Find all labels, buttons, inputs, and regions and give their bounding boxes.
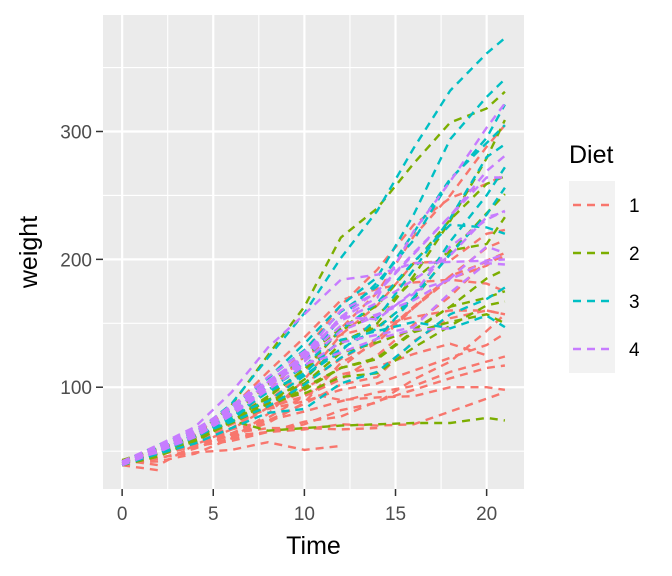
chick-lines — [121, 37, 506, 472]
x-tick-label: 5 — [208, 504, 219, 525]
x-tick-label: 10 — [294, 504, 315, 525]
y-axis-title: weight — [15, 216, 43, 289]
legend-label-diet-2: 2 — [629, 244, 640, 265]
diet-1-chick-line — [121, 440, 341, 464]
diet-1-chick-line — [121, 391, 506, 464]
x-tick-label: 20 — [476, 504, 497, 525]
legend-label-diet-4: 4 — [629, 340, 640, 361]
diet-1-chick-line — [121, 251, 506, 463]
diet-4-chick-line — [121, 258, 505, 463]
legend-title: Diet — [569, 141, 614, 169]
x-tick-label: 0 — [117, 504, 128, 525]
diet-1-chick-line — [121, 255, 506, 467]
diet-2-chick-line — [121, 216, 506, 467]
legend-label-diet-3: 3 — [629, 292, 640, 313]
diet-3-chick-line — [121, 286, 506, 464]
x-axis: 0 5 10 15 20 — [117, 489, 497, 525]
diet-4-chick-line — [121, 176, 505, 464]
diet-1-chick-line — [121, 313, 506, 462]
diet-2-chick-line — [121, 416, 506, 463]
legend: Diet 1 2 3 4 — [569, 141, 640, 373]
diet-1-chick-line — [122, 228, 506, 464]
y-tick-label: 200 — [60, 250, 92, 271]
x-axis-title: Time — [286, 532, 341, 560]
diet-2-chick-line — [121, 313, 506, 463]
y-tick-label: 100 — [60, 378, 92, 399]
x-tick-label: 15 — [385, 504, 406, 525]
y-tick-label: 300 — [60, 122, 92, 143]
y-axis: 100 200 300 — [60, 122, 103, 399]
diet-1-chick-line — [121, 309, 506, 463]
diet-4-chick-line — [121, 210, 506, 465]
diet-1-chick-line — [121, 464, 159, 472]
legend-label-diet-1: 1 — [629, 196, 640, 217]
plot-panel — [103, 15, 524, 489]
